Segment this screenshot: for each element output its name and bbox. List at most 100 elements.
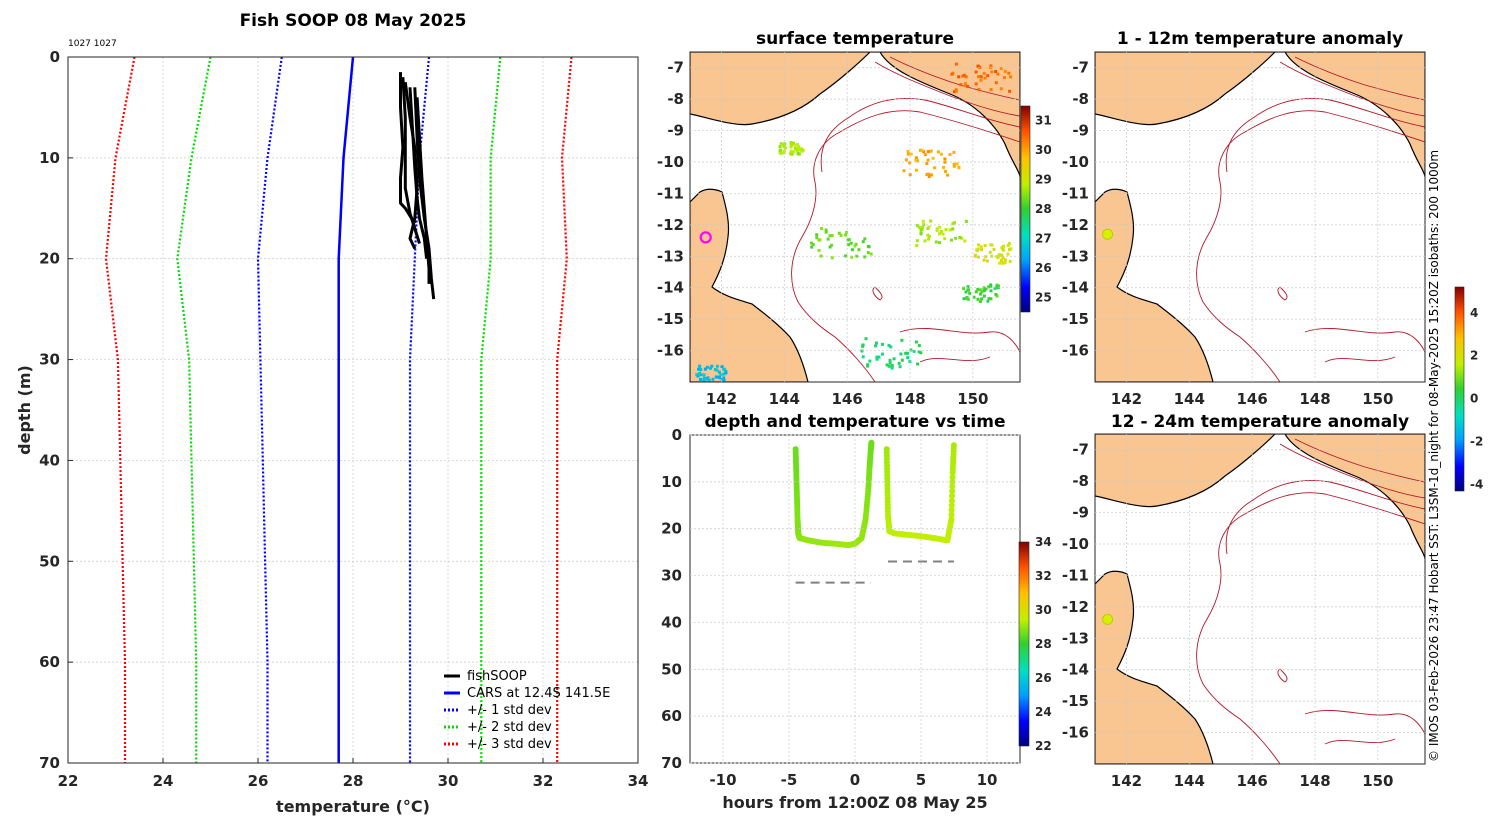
surface-colorbar-tick: 28 [1035,202,1052,216]
sst-pixel [1001,247,1005,251]
sst-pixel [963,239,967,243]
profile-title: Fish SOOP 08 May 2025 [240,11,467,31]
map-ytick-label: -15 [1062,310,1089,328]
profile-ytick-label: 20 [39,250,60,268]
sst-pixel [1003,76,1006,80]
sst-pixel [864,337,868,341]
sst-pixel [982,258,986,262]
sst-pixel [964,75,968,79]
sst-pixel [980,248,983,252]
sst-patches [695,62,1013,382]
sst-pixel [922,150,926,154]
sst-pixel [866,251,870,255]
sst-pixel [1002,244,1005,248]
sst-pixel [974,70,978,74]
sst-pixel [1009,75,1013,79]
sst-pixel [845,231,849,234]
sst-pixel [914,340,918,344]
map-ytick-label: -8 [1072,472,1089,490]
sst-pixel [1003,258,1007,262]
time-point-trace1 [948,502,955,509]
sst-pixel [703,367,707,371]
legend-cars: CARS at 12.4S 141.5E [467,686,610,701]
time-xlabel: hours from 12:00Z 08 May 25 [722,793,987,812]
sst-pixel [885,363,889,367]
sst-pixel [828,245,832,249]
time-point-trace1 [950,442,957,449]
profile-std3-low-line [104,56,136,763]
sst-pixel [929,173,933,177]
sst-pixel [994,81,998,85]
time-colorbar: 22 24 26 28 30 32 34 [1018,535,1052,753]
sst-pixel [711,377,715,381]
sst-pixel [849,241,853,245]
sst-pixel [976,64,980,68]
sst-pixel [1008,259,1012,263]
map-ytick-label: -9 [1072,122,1089,140]
sst-pixel [778,148,782,152]
sst-pixel [976,287,980,291]
sst-pixel [914,156,918,160]
map-ytick-label: -16 [1062,724,1089,742]
sst-pixel [888,361,892,365]
anom2-map [1094,433,1426,765]
sst-pixel [906,149,910,153]
time-point-trace0 [868,439,875,446]
sst-pixel [952,162,956,166]
time-colorbar-tick: 32 [1035,569,1052,583]
surface-colorbar-bar [1020,105,1031,313]
sst-pixel [999,87,1003,91]
sst-pixel [861,355,865,359]
sst-pixel [964,82,968,86]
sst-pixel [699,377,702,381]
profile-xtick-label: 22 [58,772,79,790]
sst-pixel [982,294,986,298]
sst-pixel [950,238,953,242]
sst-pixel [695,373,699,377]
sst-pixel [923,239,927,243]
sst-pixel [810,245,814,249]
time-colorbar-bar [1018,541,1030,747]
anomaly-colorbar: -4 -2 0 2 4 [1454,286,1483,492]
sst-pixel [874,344,878,348]
sst-pixel [902,169,906,173]
profile-ytick-label: 70 [39,754,60,772]
sst-pixel [906,351,909,355]
sst-pixel [897,361,901,365]
map-ytick-label: -15 [657,310,684,328]
time-point-trace1 [949,492,955,499]
profile-xtick-label: 26 [248,772,269,790]
time-xtick-label: -5 [781,771,798,789]
sst-pixel [976,297,980,301]
map-ytick-label: -16 [657,342,684,360]
sst-pixel [715,368,719,372]
map-ytick-label: -10 [1062,535,1089,553]
map-ytick-label: -8 [667,90,684,108]
map-xtick-label: 144 [1174,772,1205,790]
sst-pixel [917,344,921,348]
map-xtick-label: 148 [1299,772,1330,790]
sst-pixel [719,372,723,376]
sst-pixel [962,297,966,301]
sst-pixel [869,252,873,256]
surface-colorbar-tick: 25 [1035,290,1052,304]
sst-pixel [952,150,956,154]
sst-pixel [938,241,941,245]
surface-location-marker [699,231,712,244]
map-ytick-label: -14 [657,279,684,297]
sst-pixel [989,284,993,288]
sst-pixel [783,146,787,150]
surface-colorbar-tick: 31 [1035,114,1052,128]
profile-ytick-label: 0 [50,48,60,66]
sst-pixel [962,73,966,77]
sst-pixel [861,240,865,244]
sst-pixel [975,249,979,253]
sst-pixel [989,297,993,301]
sst-pixel [978,65,982,69]
profile-xtick-label: 24 [153,772,174,790]
sst-pixel [792,150,796,154]
anom2-ticks: 142 144 146 148 150 -7 -8 -9 -10 -11 -12 -13 -14 -15 -… [1062,434,1425,790]
sst-pixel [844,254,848,258]
sst-pixel [957,75,961,79]
sst-pixel [987,296,991,300]
